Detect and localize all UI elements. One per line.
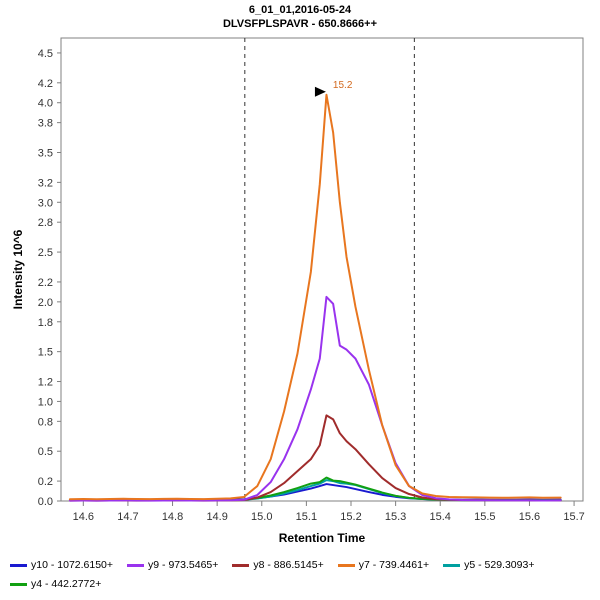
y-tick-label: 1.2: [38, 377, 53, 389]
legend-color-swatch: [337, 563, 355, 567]
y-tick-label: 1.5: [38, 347, 53, 359]
y-tick-label: 2.0: [38, 297, 53, 309]
y-tick-label: 3.2: [38, 177, 53, 189]
series-line-y7: [68, 93, 562, 501]
y-tick-label: 2.2: [38, 277, 53, 289]
y-tick-label: 4.5: [38, 48, 53, 60]
y-tick-label: 2.5: [38, 247, 53, 259]
legend-item-label: y9 - 973.5465+: [148, 559, 219, 571]
y-tick-label: 4.2: [38, 78, 53, 90]
x-tick-label: 15.5: [474, 511, 495, 523]
peak-marker-triangle-icon: [314, 86, 326, 97]
x-tick-label: 15.7: [563, 511, 584, 523]
y-tick-label: 4.0: [38, 98, 53, 110]
y-tick-label: 1.0: [38, 396, 53, 408]
y-tick-label: 0.8: [38, 416, 53, 428]
legend-item-label: y7 - 739.4461+: [358, 559, 430, 571]
y-tick-label: 0.0: [38, 496, 53, 508]
legend-item-label: y8 - 886.5145+: [253, 559, 324, 571]
x-tick-label: 14.6: [73, 511, 94, 523]
legend-item-label: y10 - 1072.6150+: [31, 559, 114, 571]
plot-frame: [60, 37, 584, 502]
x-tick-label: 14.7: [117, 511, 138, 523]
y-tick-label: 3.0: [38, 197, 53, 209]
x-tick-label: 15.6: [519, 511, 540, 523]
legend-color-swatch: [10, 582, 27, 586]
legend-item[interactable]: y10 - 1072.6150+: [10, 556, 113, 575]
x-tick-label: 15.1: [296, 511, 317, 523]
chart-title: 6_01_01,2016-05-24 DLVSFPLSPAVR - 650.86…: [0, 3, 600, 31]
y-tick-label: 3.8: [38, 118, 53, 130]
x-tick-label: 15.3: [385, 511, 406, 523]
legend-color-swatch: [443, 563, 461, 567]
legend-item[interactable]: y8 - 886.5145+: [232, 556, 324, 575]
x-tick-label: 15.4: [430, 511, 451, 523]
legend-item[interactable]: y4 - 442.2772+: [10, 575, 101, 594]
x-tick-label: 15.2: [340, 511, 361, 523]
y-tick-label: 0.2: [38, 476, 53, 488]
legend-item[interactable]: y9 - 973.5465+: [127, 556, 218, 575]
y-axis-title: Intensity 10^6: [11, 229, 25, 309]
series-line-y9: [68, 295, 562, 502]
legend-item[interactable]: y7 - 739.4461+: [337, 556, 430, 575]
y-tick-label: 2.8: [38, 217, 53, 229]
chart-legend: y10 - 1072.6150+ y9 - 973.5465+ y8 - 886.5…: [10, 556, 590, 595]
x-tick-label: 15.0: [251, 511, 272, 523]
legend-color-swatch: [127, 563, 145, 567]
legend-color-swatch: [232, 563, 250, 567]
legend-item[interactable]: y5 - 529.3093+: [443, 556, 534, 575]
y-tick-label: 3.5: [38, 148, 53, 160]
peak-annotation-label: 15.2: [333, 80, 353, 91]
chart-title-line2: DLVSFPLSPAVR - 650.8666++: [222, 18, 378, 30]
y-tick-label: 0.5: [38, 446, 53, 458]
plot-svg: 0.0 0.2 0.5 0.8 1.0 1.2 1.5 1.8 2.0 2.2 2.5 2.8 3.0 3…: [11, 37, 585, 545]
legend-item-label: y4 - 442.2772+: [31, 578, 102, 591]
legend-item-label: y5 - 529.3093+: [464, 559, 535, 571]
x-axis-title: Retention Time: [279, 531, 366, 545]
chart-title-line1: 6_01_01,2016-05-24: [248, 4, 352, 16]
x-tick-label: 14.8: [162, 511, 183, 523]
legend-color-swatch: [10, 563, 27, 567]
x-tick-label: 14.9: [206, 511, 227, 523]
y-tick-label: 1.8: [38, 317, 53, 329]
